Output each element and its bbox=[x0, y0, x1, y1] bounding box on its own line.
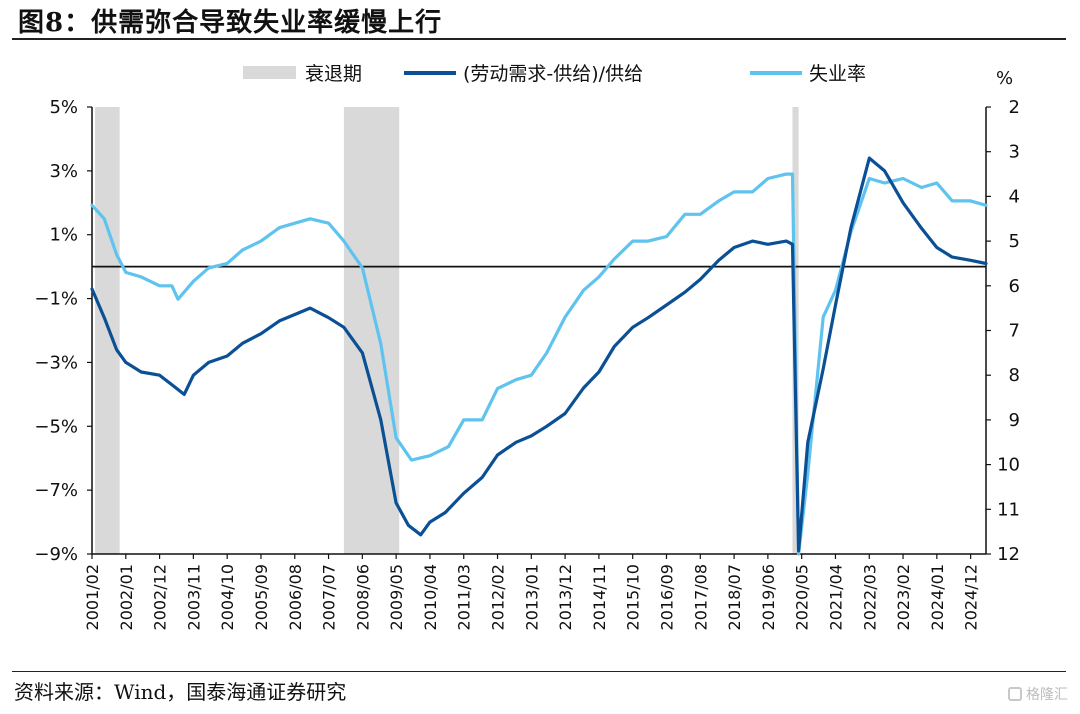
legend-recession-swatch bbox=[243, 66, 296, 79]
x-tick-label: 2021/04 bbox=[826, 564, 845, 630]
left-tick-label: 1% bbox=[49, 225, 78, 246]
x-tick-label: 2013/12 bbox=[556, 564, 575, 630]
left-tick-label: 3% bbox=[49, 161, 78, 182]
right-tick-label: 12 bbox=[997, 544, 1020, 565]
chart: 5% 3% 1% −1% −3% −5% −7% −9% 2 3 4 5 6 7 8 9 10 11 12% 2001… bbox=[34, 63, 1020, 630]
watermark: 格隆汇 bbox=[1008, 684, 1068, 704]
left-tick-label: −1% bbox=[34, 289, 78, 310]
legend-recession-label: 衰退期 bbox=[305, 63, 362, 85]
x-tick-label: 2001/02 bbox=[83, 564, 102, 630]
source-rule bbox=[12, 671, 1066, 672]
x-tick-label: 2023/02 bbox=[894, 564, 913, 630]
right-axis-unit: % bbox=[996, 68, 1013, 89]
left-tick-label: −9% bbox=[34, 544, 78, 565]
series-unemployment-line bbox=[90, 172, 988, 556]
x-tick-label: 2013/01 bbox=[522, 564, 541, 630]
x-tick-label: 2012/02 bbox=[489, 564, 508, 630]
source-note: 资料来源：Wind，国泰海通证券研究 bbox=[14, 680, 347, 704]
watermark-logo-icon bbox=[1008, 687, 1022, 701]
x-tick-label: 2016/09 bbox=[657, 564, 676, 630]
legend-demand-supply-label: (劳动需求-供给)/供给 bbox=[463, 63, 643, 85]
x-tick-label: 2006/08 bbox=[286, 564, 305, 630]
left-tick-label: −3% bbox=[34, 352, 78, 373]
recession-band-1 bbox=[95, 107, 120, 554]
right-tick-label: 7 bbox=[1009, 321, 1020, 342]
figure-title: 图8：供需弥合导致失业率缓慢上行 bbox=[18, 8, 443, 38]
x-tick-label: 2011/03 bbox=[455, 564, 474, 630]
x-tick-label: 2009/05 bbox=[387, 564, 406, 630]
x-tick-label: 2019/06 bbox=[759, 564, 778, 630]
left-tick-label: −7% bbox=[34, 480, 78, 501]
right-tick-label: 11 bbox=[997, 499, 1020, 520]
x-tick-label: 2022/03 bbox=[860, 564, 879, 630]
right-tick-label: 10 bbox=[997, 455, 1020, 476]
x-tick-label: 2004/10 bbox=[218, 564, 237, 630]
x-tick-label: 2003/11 bbox=[184, 564, 203, 630]
x-tick-label: 2018/07 bbox=[725, 564, 744, 630]
x-tick-label: 2017/08 bbox=[691, 564, 710, 630]
right-tick-label: 6 bbox=[1009, 276, 1020, 297]
watermark-text: 格隆汇 bbox=[1026, 687, 1068, 703]
x-tick-label: 2005/09 bbox=[252, 564, 271, 630]
series-demand-supply-line bbox=[90, 156, 988, 553]
x-tick-label: 2015/10 bbox=[624, 564, 643, 630]
title-rule bbox=[12, 38, 1066, 40]
x-tick-label: 2002/12 bbox=[151, 564, 170, 630]
x-tick-label: 2008/06 bbox=[353, 564, 372, 630]
x-tick-label: 2014/11 bbox=[590, 564, 609, 630]
recession-band-2 bbox=[343, 107, 400, 554]
x-tick-label: 2024/12 bbox=[962, 564, 981, 630]
x-tick-label: 2002/01 bbox=[117, 564, 136, 630]
right-tick-label: 3 bbox=[1009, 142, 1020, 163]
right-tick-label: 4 bbox=[1009, 186, 1020, 207]
x-tick-label: 2007/07 bbox=[320, 564, 339, 630]
x-tick-label: 2024/01 bbox=[928, 564, 947, 630]
left-tick-label: 5% bbox=[49, 97, 78, 118]
x-tick-label: 2020/05 bbox=[793, 564, 812, 630]
legend-unemployment-label: 失业率 bbox=[809, 63, 866, 85]
right-tick-label: 2 bbox=[1009, 97, 1020, 118]
x-tick-label: 2010/04 bbox=[421, 564, 440, 630]
left-tick-label: −5% bbox=[34, 416, 78, 437]
right-tick-label: 9 bbox=[1009, 410, 1020, 431]
right-tick-label: 8 bbox=[1009, 365, 1020, 386]
right-tick-label: 5 bbox=[1009, 231, 1020, 252]
